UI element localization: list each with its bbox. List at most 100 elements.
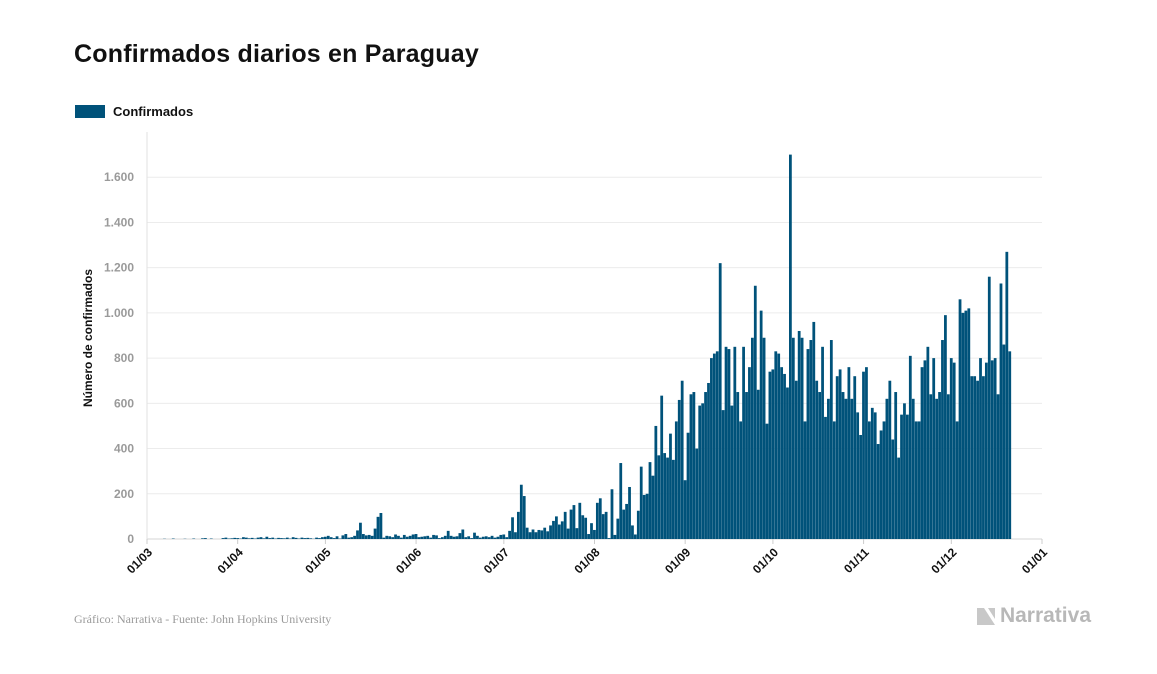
bar bbox=[841, 392, 845, 539]
legend: Confirmados bbox=[75, 104, 193, 119]
bar bbox=[633, 534, 637, 539]
bar bbox=[481, 536, 485, 539]
bar bbox=[435, 535, 438, 539]
bar bbox=[458, 533, 462, 539]
x-tick-label: 01/09 bbox=[662, 545, 693, 576]
bar bbox=[800, 337, 804, 539]
bar bbox=[651, 475, 655, 539]
bar bbox=[283, 538, 286, 539]
bar bbox=[856, 412, 860, 539]
bar bbox=[683, 480, 687, 539]
bar bbox=[777, 353, 781, 539]
bar bbox=[516, 511, 520, 539]
bar bbox=[280, 538, 283, 539]
bar bbox=[242, 537, 245, 539]
bar bbox=[262, 538, 266, 539]
bar bbox=[300, 537, 304, 539]
bar bbox=[642, 494, 646, 539]
bar bbox=[616, 518, 620, 539]
bar bbox=[853, 376, 857, 539]
bar bbox=[321, 537, 324, 539]
bar bbox=[236, 538, 239, 539]
bar bbox=[809, 340, 813, 539]
bar bbox=[727, 349, 731, 539]
bar bbox=[1002, 344, 1006, 539]
bar bbox=[753, 285, 757, 539]
bar bbox=[326, 535, 330, 539]
y-tick-label: 400 bbox=[114, 442, 134, 456]
bar bbox=[318, 538, 321, 539]
bar bbox=[850, 398, 854, 539]
bar bbox=[680, 380, 684, 539]
bar bbox=[508, 530, 511, 539]
y-tick-label: 1.000 bbox=[104, 306, 134, 320]
bar bbox=[429, 537, 433, 539]
y-axis-label: Número de confirmados bbox=[81, 269, 95, 407]
bar bbox=[672, 459, 675, 539]
bar bbox=[303, 538, 307, 539]
bar bbox=[423, 536, 427, 539]
bar bbox=[949, 358, 953, 539]
bar bbox=[961, 312, 965, 539]
bar bbox=[490, 535, 494, 539]
bar bbox=[829, 340, 833, 539]
bar bbox=[786, 387, 789, 539]
bar bbox=[385, 535, 389, 539]
bar bbox=[379, 513, 383, 539]
bar bbox=[689, 394, 693, 539]
bar bbox=[499, 534, 503, 539]
bar bbox=[906, 414, 909, 539]
bar bbox=[701, 403, 705, 539]
chart-title: Confirmados diarios en Paraguay bbox=[74, 40, 479, 68]
gridlines bbox=[146, 132, 1042, 540]
bar bbox=[654, 425, 658, 539]
bar bbox=[835, 376, 839, 539]
bar bbox=[935, 398, 939, 539]
bar bbox=[373, 528, 377, 539]
bar bbox=[964, 310, 968, 539]
bar bbox=[721, 410, 725, 539]
bar bbox=[391, 537, 394, 539]
bar bbox=[473, 532, 476, 539]
bar bbox=[224, 537, 228, 539]
bar bbox=[625, 503, 628, 539]
bar bbox=[984, 362, 988, 539]
bar bbox=[397, 535, 400, 539]
bar bbox=[593, 529, 596, 539]
bar bbox=[496, 536, 500, 539]
bar bbox=[291, 537, 295, 539]
bar bbox=[879, 430, 883, 539]
bar bbox=[631, 525, 634, 539]
bar bbox=[987, 276, 991, 539]
bar bbox=[525, 527, 529, 539]
y-axis-ticks: 0 200 400 600 800 1.000 1.200 1.400 1.600 bbox=[104, 170, 134, 546]
bar bbox=[645, 493, 649, 539]
bar bbox=[762, 337, 766, 539]
bar bbox=[285, 537, 289, 539]
y-tick-label: 1.600 bbox=[104, 170, 134, 184]
bar bbox=[306, 537, 310, 539]
bar bbox=[952, 362, 956, 539]
bar bbox=[663, 453, 667, 539]
bar bbox=[557, 524, 561, 539]
bar bbox=[613, 534, 617, 539]
bar bbox=[982, 376, 985, 539]
bar bbox=[247, 538, 251, 539]
bar bbox=[294, 537, 298, 539]
bar bbox=[824, 416, 827, 539]
bar bbox=[718, 263, 722, 539]
bar bbox=[309, 538, 313, 539]
bar bbox=[628, 486, 631, 539]
bar bbox=[230, 538, 234, 539]
brand-name: Narrativa bbox=[999, 604, 1091, 627]
bar bbox=[555, 516, 558, 539]
bar bbox=[394, 534, 397, 539]
x-tick-label: 01/06 bbox=[393, 545, 424, 576]
bar bbox=[1008, 351, 1012, 539]
bar bbox=[847, 367, 851, 539]
bar bbox=[794, 380, 798, 539]
bar bbox=[546, 531, 550, 539]
bar bbox=[859, 434, 862, 539]
bar bbox=[476, 535, 479, 539]
bar bbox=[405, 536, 409, 539]
